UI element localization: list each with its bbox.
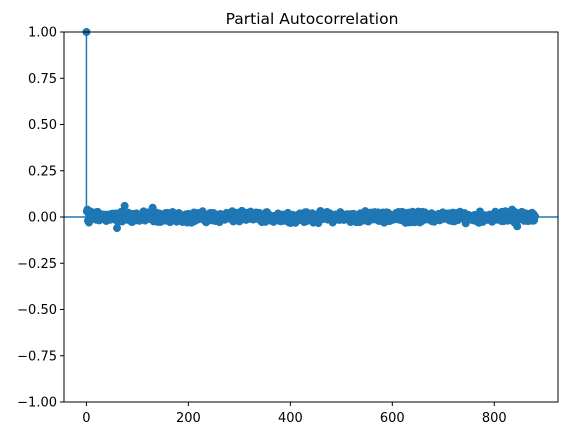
plot-area [64, 28, 558, 233]
marker-lag-75 [120, 201, 129, 210]
y-tick-label: −0.25 [17, 257, 57, 272]
y-tick-label: 1.00 [28, 26, 57, 41]
y-tick-label: 0.50 [28, 118, 57, 133]
y-tick-label: 0.00 [28, 211, 57, 226]
y-tick-label: 0.75 [28, 72, 57, 87]
y-tick-label: 0.25 [28, 164, 57, 179]
marker-lag-60 [113, 224, 122, 233]
axes: −1.00 −0.75 −0.50 −0.25 0.00 0.25 0.50 0.75 1.00… [17, 26, 559, 426]
x-tick-label: 200 [176, 411, 201, 426]
x-tick-label: 600 [380, 411, 405, 426]
y-tick-label: −1.00 [17, 396, 57, 411]
y-tick-label: −0.75 [17, 349, 57, 364]
y-tick-label: −0.50 [17, 303, 57, 318]
marker-lag-845 [513, 222, 522, 231]
marker-lag-880 [531, 212, 540, 221]
x-tick-label: 800 [482, 411, 507, 426]
chart-title: Partial Autocorrelation [226, 10, 399, 28]
x-tick-label: 400 [278, 411, 303, 426]
x-tick-label: 0 [82, 411, 90, 426]
